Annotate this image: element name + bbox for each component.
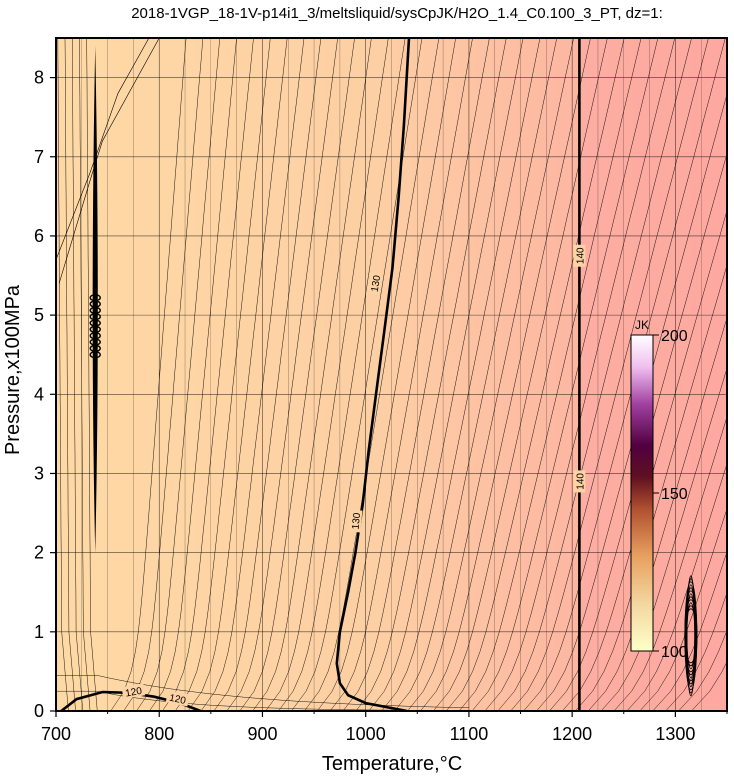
minor-contour-line	[562, 209, 727, 711]
contour-label: 140	[575, 247, 586, 264]
minor-contour-line	[433, 38, 608, 711]
minor-contour-line	[213, 38, 322, 711]
minor-contour-line	[342, 38, 490, 711]
contour-label: 130	[370, 274, 384, 293]
contour-label-bg	[573, 244, 586, 267]
colorbar-tick-label: 200	[661, 328, 688, 345]
colorbar-tick-label: 100	[661, 644, 688, 661]
minor-contour-line	[652, 550, 727, 711]
x-tick-label: 1300	[655, 724, 695, 744]
minor-contour-line	[200, 38, 305, 711]
colorbar-ticks: 100 150 200	[653, 328, 688, 661]
minor-contour-line	[665, 592, 727, 711]
minor-contour-line	[471, 38, 659, 711]
y-tick-label: 3	[34, 463, 44, 483]
minor-contour-line	[600, 367, 727, 711]
minor-contour-line	[317, 38, 456, 711]
chart-title: 2018-1VGP_18-1V-p14i1_3/meltsliquid/sysC…	[131, 5, 663, 22]
colorbar-unit: JK	[635, 318, 649, 332]
minor-contour-line	[64, 38, 76, 711]
y-tick-label: 4	[34, 384, 44, 404]
contour-label-bg	[573, 470, 586, 493]
x-axis-label: Temperature,°C	[322, 753, 462, 775]
minor-contour-line	[252, 38, 372, 711]
contour-loop	[685, 605, 697, 667]
contour-label-bg	[165, 690, 190, 707]
minor-contour-line	[265, 38, 389, 711]
minor-contour-line	[278, 38, 406, 711]
minor-contour-line	[639, 507, 727, 711]
minor-contour-line	[613, 415, 727, 711]
contour-loop	[684, 608, 698, 664]
y-tick-label: 1	[34, 622, 44, 642]
y-tick-label: 8	[34, 68, 44, 88]
x-tick-label: 900	[247, 724, 277, 744]
x-tick-label: 700	[41, 724, 71, 744]
minor-contour-line	[329, 38, 473, 711]
minor-contour-line	[458, 38, 642, 711]
minor-contour-line	[72, 38, 84, 711]
minor-contour-line	[484, 38, 676, 711]
minor-contour-line	[187, 38, 288, 711]
colorbar-ramp	[630, 334, 654, 652]
y-axis-label: Pressure,x100MPa	[2, 284, 24, 455]
contour-label: 140	[575, 473, 586, 490]
x-tick-label: 1200	[552, 724, 592, 744]
minor-contour-line	[549, 152, 727, 711]
contour-label-bg	[367, 271, 383, 296]
contour-loop	[686, 602, 696, 670]
contour-label-bg	[121, 683, 146, 700]
minor-contour-line	[110, 38, 187, 711]
y-tick-label: 2	[34, 543, 44, 563]
plot-frame	[55, 37, 728, 712]
contour-features	[56, 38, 698, 697]
x-tick-label: 1000	[346, 724, 386, 744]
y-tick-label: 0	[34, 701, 44, 721]
y-tick-label: 6	[34, 226, 44, 246]
minor-contour-line	[394, 38, 558, 711]
y-tick-label: 7	[34, 147, 44, 167]
contour-label-bg	[348, 509, 363, 533]
minor-contour-line	[226, 38, 338, 711]
minor-contour-line	[79, 38, 91, 711]
x-tick-label: 1100	[450, 724, 489, 744]
colorbar: JK 100 150 200	[630, 318, 688, 661]
minor-contour-line	[497, 38, 692, 711]
minor-contour-line	[291, 38, 423, 711]
minor-contour-line	[86, 38, 98, 711]
minor-contour-line	[575, 264, 727, 711]
y-tick-label: 5	[34, 305, 44, 325]
x-tick-label: 800	[144, 724, 174, 744]
x-axis-ticks: 700 800 900 1000 1100 1200 1300	[41, 711, 728, 744]
colorbar-tick-label: 150	[661, 486, 688, 503]
minor-contour-line	[368, 38, 524, 711]
minor-contour-line	[57, 38, 69, 711]
minor-contour-line	[123, 38, 204, 711]
minor-contour-line	[626, 462, 727, 711]
contour-loop	[89, 293, 101, 302]
minor-contour-line	[56, 38, 150, 260]
minor-contour-line	[420, 38, 591, 711]
contour-label: 120	[168, 693, 187, 707]
contour-label: 130	[351, 512, 364, 530]
minor-contour-line	[304, 38, 440, 711]
minor-contour-line	[58, 38, 160, 284]
minor-contour-line	[136, 38, 221, 711]
minor-contour-line	[149, 38, 237, 711]
minor-contour-line	[446, 38, 625, 711]
major-contours: 120 120 130 130 140 140	[60, 38, 586, 711]
minor-contour-line	[510, 38, 709, 711]
minor-contour-line	[175, 38, 271, 711]
minor-contour-line	[162, 38, 254, 711]
dense-contour-band	[92, 45, 98, 553]
minor-contour-line	[355, 38, 507, 711]
minor-contour-line	[381, 38, 541, 711]
contour-label: 120	[125, 686, 144, 700]
minor-contour-line	[407, 38, 574, 711]
minor-contour-line	[239, 38, 355, 711]
y-axis-ticks: 0 1 2 3 4 5 6 7 8	[34, 68, 56, 721]
minor-contour-line	[56, 675, 469, 709]
